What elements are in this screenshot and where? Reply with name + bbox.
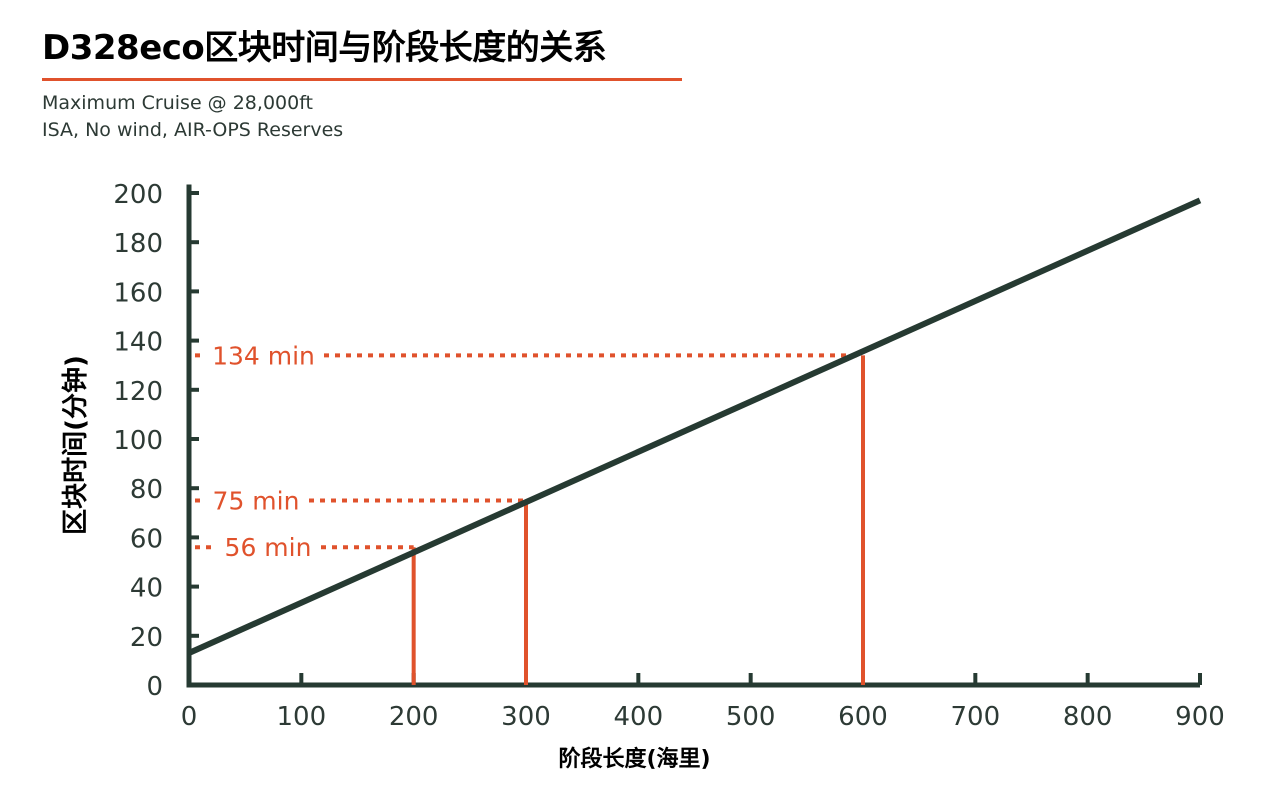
- x-tick-label: 500: [726, 702, 776, 732]
- y-tick-label: 140: [113, 328, 163, 358]
- chart-axes: [186, 184, 1202, 688]
- x-axis-title: 阶段长度(海里): [558, 746, 710, 772]
- annotation-label: 56 min: [225, 533, 312, 562]
- y-tick-label: 180: [113, 229, 163, 259]
- x-tick-label: 300: [501, 702, 551, 732]
- y-tick-label: 200: [113, 180, 163, 210]
- x-tick-label: 900: [1175, 702, 1225, 732]
- x-tick-label: 400: [614, 702, 664, 732]
- x-tick-label: 600: [838, 702, 888, 732]
- y-axis-title: 区块时间(分钟): [60, 355, 91, 535]
- y-tick-label: 100: [113, 426, 163, 456]
- series-line: [187, 197, 1202, 656]
- y-tick-label: 60: [130, 524, 163, 554]
- x-tick-label: 800: [1063, 702, 1113, 732]
- y-tick-label: 160: [113, 278, 163, 308]
- x-tick-label: 100: [277, 702, 327, 732]
- y-tick-label: 80: [130, 475, 163, 505]
- series-group: [187, 197, 1202, 656]
- y-tick-label: 40: [130, 574, 163, 604]
- annotation-label: 75 min: [213, 487, 300, 516]
- chart-title: D328eco区块时间与阶段长度的关系: [42, 28, 607, 68]
- subtitle-line-1: Maximum Cruise @ 28,000ft: [42, 92, 314, 114]
- annotation-label: 134 min: [212, 341, 315, 370]
- x-tick-label: 0: [181, 702, 198, 732]
- y-tick-label: 120: [113, 377, 163, 407]
- annotation-guides: 56 min 75 min 134 min: [195, 341, 865, 685]
- y-tick-label: 0: [146, 672, 163, 702]
- axis-labels: 0 100 200 300 400 500 600 700 800 900 0 20 40 60 80 100…: [60, 180, 1225, 772]
- title-underline: [42, 78, 682, 81]
- x-tick-label: 200: [389, 702, 439, 732]
- y-tick-label: 20: [130, 623, 163, 653]
- subtitle-line-2: ISA, No wind, AIR-OPS Reserves: [42, 119, 344, 141]
- x-tick-label: 700: [951, 702, 1001, 732]
